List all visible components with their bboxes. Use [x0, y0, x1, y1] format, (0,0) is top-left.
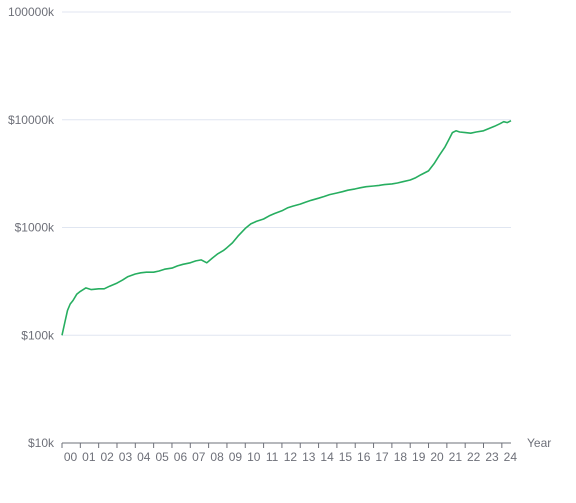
- y-tick-label: 100000k: [8, 5, 55, 19]
- x-tick-label: 14: [320, 450, 334, 464]
- x-tick-label: 01: [82, 450, 96, 464]
- x-tick-label: 00: [64, 450, 78, 464]
- x-tick-label: 03: [119, 450, 133, 464]
- x-tick-label: 05: [155, 450, 169, 464]
- x-tick-label: 08: [210, 450, 224, 464]
- x-tick-label: 20: [430, 450, 444, 464]
- y-tick-label: $10000k: [8, 113, 55, 127]
- x-tick-label: 10: [247, 450, 261, 464]
- y-axis-ticks: $10k $100k $1000k $10000k 100000k: [8, 5, 55, 450]
- x-tick-label: 07: [192, 450, 206, 464]
- x-tick-label: 21: [449, 450, 463, 464]
- x-tick-label: 15: [339, 450, 353, 464]
- x-tick-label: 09: [229, 450, 243, 464]
- x-tick-label: 11: [266, 450, 279, 464]
- x-axis-label: Year: [527, 436, 551, 450]
- y-tick-label: $1000k: [15, 221, 55, 235]
- x-tick-label: 16: [357, 450, 371, 464]
- x-tick-label: 18: [394, 450, 408, 464]
- x-tick-label: 19: [412, 450, 426, 464]
- x-tick-label: 02: [100, 450, 114, 464]
- x-tick-label: 13: [302, 450, 316, 464]
- x-tick-label: 04: [137, 450, 151, 464]
- x-tick-label: 17: [375, 450, 389, 464]
- x-tick-label: 23: [485, 450, 499, 464]
- y-tick-label: $10k: [28, 436, 55, 450]
- x-tick-label: 22: [467, 450, 481, 464]
- x-tick-label: 12: [284, 450, 298, 464]
- x-axis-ticks: 00 01 02 03 04 05 06 07 08 09 10 11 12 13 14 15 16 17 18 19…: [61, 443, 518, 464]
- grid-lines: [62, 11, 511, 336]
- x-tick-label: 24: [504, 450, 518, 464]
- series-line: [61, 119, 512, 336]
- x-tick-label: 06: [174, 450, 188, 464]
- y-tick-label: $100k: [21, 328, 55, 342]
